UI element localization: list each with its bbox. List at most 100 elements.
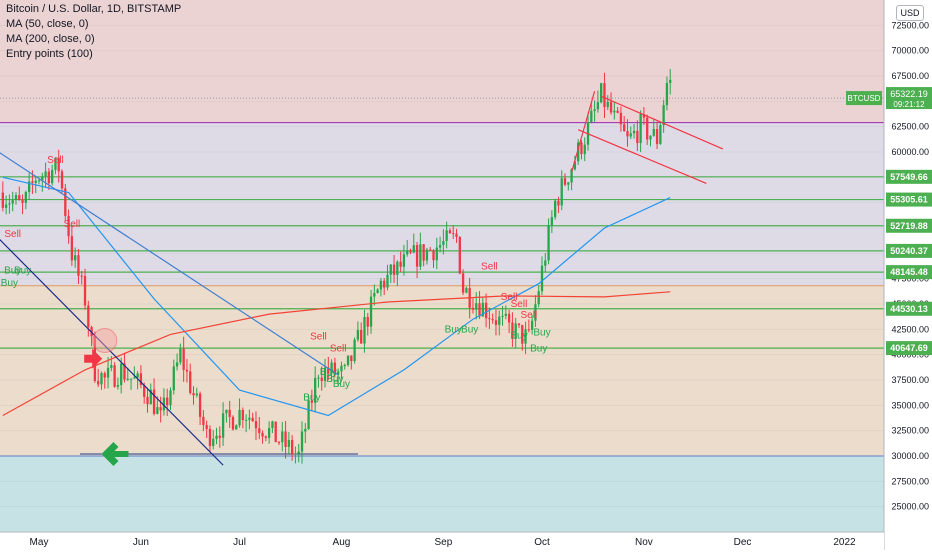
candle-body [626, 131, 629, 137]
candle-body [511, 322, 514, 339]
candle-body [550, 217, 554, 226]
candle-body [540, 265, 544, 292]
buy-signal: Buy [333, 379, 350, 390]
x-tick-label: 2022 [833, 537, 856, 548]
candle-body [169, 390, 172, 406]
candle-body [300, 431, 304, 452]
sell-signal: Sell [521, 310, 538, 321]
candle-body [629, 133, 632, 137]
price-axis[interactable]: 25000.00 27500.00 30000.00 32500.00 35000.00… [846, 0, 932, 550]
candle-body [343, 364, 346, 366]
y-tick-label: 70000.00 [891, 46, 929, 56]
sell-signal: Sell [481, 262, 498, 273]
candle-body [491, 319, 494, 321]
candle-body [241, 409, 244, 421]
legend-ma50[interactable]: MA (50, close, 0) [6, 18, 89, 30]
candle-body [215, 435, 218, 439]
legend-ma200[interactable]: MA (200, close, 0) [6, 33, 95, 45]
candle-body [284, 431, 287, 447]
sell-signal: Sell [64, 219, 81, 230]
candle-body [632, 130, 636, 134]
candle-body [185, 369, 189, 372]
candle-body [527, 329, 531, 331]
candle-body [399, 261, 402, 267]
x-tick-label: Sep [434, 537, 452, 548]
candle-body [392, 264, 396, 275]
x-tick-label: Oct [534, 537, 550, 548]
candle-body [106, 367, 110, 378]
candle-body [235, 425, 238, 430]
y-tick-label: 42500.00 [891, 324, 929, 334]
candle-body [277, 442, 281, 444]
level-tag [886, 218, 932, 233]
candle-body [37, 180, 41, 182]
level-tag-label: 44530.13 [890, 304, 928, 314]
currency-button[interactable]: USD [896, 5, 924, 21]
ma200-line [2, 291, 671, 417]
candle-body [383, 280, 386, 288]
candle-body [445, 230, 448, 241]
candle-body [314, 377, 317, 403]
candle-body [521, 325, 524, 344]
candle-body [373, 293, 376, 297]
candle-body [517, 323, 521, 326]
candle-body [136, 373, 139, 378]
candle-body [452, 233, 455, 235]
sell-signal: Sell [310, 331, 327, 342]
candle-body [494, 320, 498, 325]
candle-body [333, 362, 337, 375]
candle-body [18, 195, 21, 201]
candle-body [425, 249, 429, 261]
trendlines [0, 91, 724, 466]
zone-0 [0, 0, 884, 123]
buy-signal: Buy [530, 344, 547, 355]
candle-body [159, 407, 162, 411]
candle-body [639, 114, 642, 144]
legend-title[interactable]: Bitcoin / U.S. Dollar, 1D, BITSTAMP [6, 3, 182, 15]
candle-body [544, 260, 547, 266]
arrow-right-icon [84, 348, 103, 369]
candle-body [251, 417, 254, 422]
level-tag [886, 341, 932, 356]
trendline [0, 238, 224, 466]
candle-body [60, 171, 64, 189]
candle-body [248, 417, 251, 420]
level-tag-label: 52719.88 [890, 221, 928, 231]
candle-body [50, 169, 54, 184]
candle-body [665, 82, 669, 106]
level-tag [886, 243, 932, 258]
candle-body [8, 203, 11, 205]
candle-body [340, 365, 343, 372]
level-tag-label: 40647.69 [890, 343, 928, 353]
candle-body [524, 329, 527, 344]
symbol-tag [846, 91, 882, 106]
zones [0, 0, 884, 532]
candle-body [563, 178, 567, 185]
sell-signal: Sell [330, 344, 347, 355]
candle-body [228, 409, 231, 417]
candle-body [77, 255, 80, 276]
y-tick-label: 32500.00 [891, 426, 929, 436]
time-axis[interactable]: May Jun Jul Aug Sep Oct Nov Dec 2022 [0, 531, 884, 550]
buy-signal: Buy [510, 330, 527, 341]
candle-body [389, 264, 392, 275]
legend-entry[interactable]: Entry points (100) [6, 48, 93, 60]
candle-body [432, 250, 435, 261]
candle-body [442, 240, 445, 246]
buy-signal: Buy [320, 367, 337, 378]
candle-body [11, 200, 14, 204]
candle-body [366, 316, 369, 327]
y-tick-label: 72500.00 [891, 20, 929, 30]
trendline [600, 95, 724, 150]
markers [84, 327, 129, 466]
time-axis-bg [0, 532, 884, 550]
buy-signal: Buy [445, 324, 462, 335]
candle-body [616, 110, 619, 113]
candle-body [652, 128, 655, 136]
sell-signal: Sell [47, 155, 64, 166]
candle-body [600, 83, 603, 103]
y-tick-label: 62500.00 [891, 122, 929, 132]
candle-body [254, 421, 258, 429]
candle-body [110, 365, 113, 368]
candle-body [208, 428, 212, 446]
